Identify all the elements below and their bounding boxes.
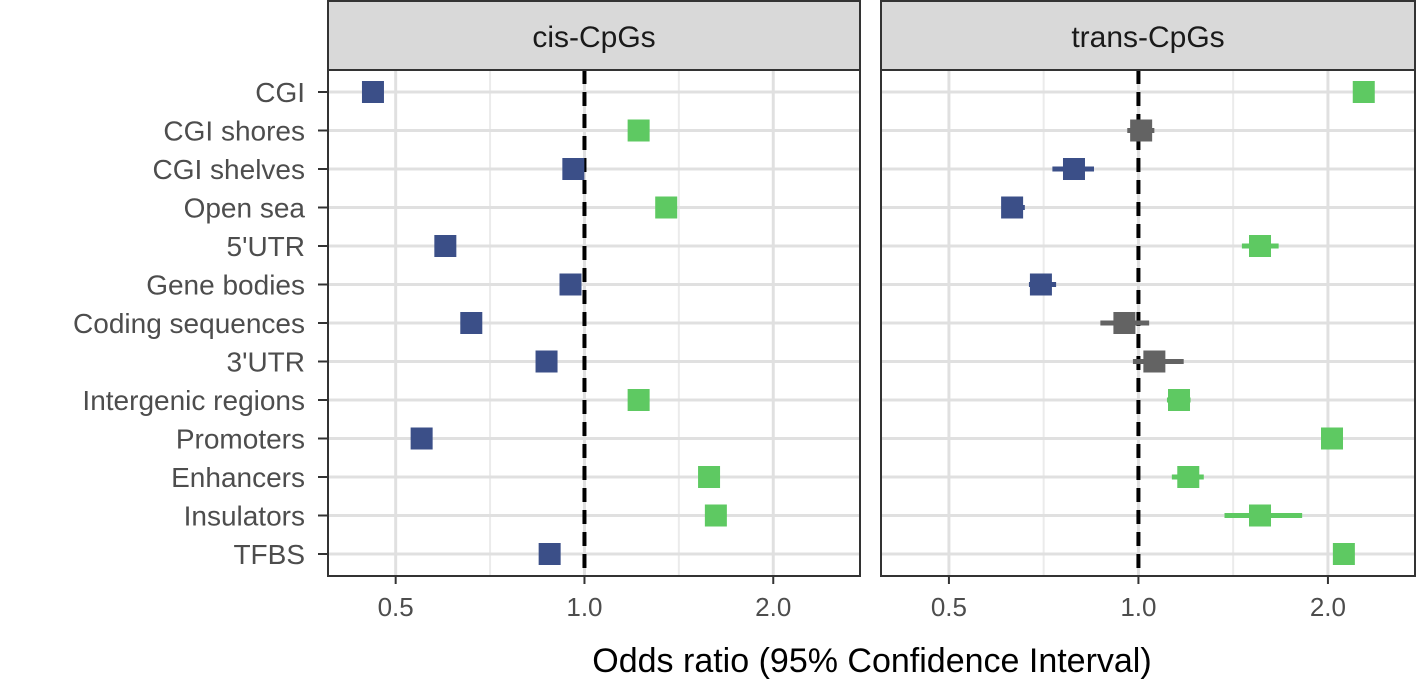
strip-background bbox=[880, 0, 1416, 71]
point-marker bbox=[1143, 350, 1166, 373]
point-marker bbox=[655, 196, 678, 219]
point-marker bbox=[562, 158, 585, 180]
point-marker bbox=[1130, 119, 1153, 142]
point-marker bbox=[538, 543, 561, 565]
point-marker bbox=[704, 504, 727, 527]
point-marker bbox=[559, 273, 582, 296]
point-marker bbox=[627, 389, 650, 411]
panel-marks bbox=[361, 81, 727, 565]
x-axis-ticks: 0.5 1.0 2.0 bbox=[931, 576, 1346, 622]
point-marker bbox=[410, 427, 433, 450]
x-tick-label: 1.0 bbox=[1120, 592, 1156, 622]
y-tick-label: TFBS bbox=[233, 539, 305, 570]
point-marker bbox=[1001, 196, 1024, 219]
point-marker bbox=[535, 350, 558, 373]
point-marker bbox=[627, 119, 650, 142]
point-marker bbox=[1168, 389, 1191, 411]
point-marker bbox=[1062, 158, 1085, 180]
point-marker bbox=[1352, 81, 1375, 103]
y-tick-label: Coding sequences bbox=[73, 308, 305, 339]
y-tick-label: Promoters bbox=[176, 424, 305, 455]
point-marker bbox=[1249, 235, 1272, 257]
strip-background bbox=[327, 0, 861, 71]
point-marker bbox=[1332, 543, 1355, 565]
y-tick-label: 3'UTR bbox=[227, 347, 305, 378]
point-marker bbox=[434, 235, 457, 257]
panel-grid bbox=[881, 70, 1415, 576]
y-tick-label: 5'UTR bbox=[227, 231, 305, 262]
y-tick-label: CGI shores bbox=[163, 116, 305, 147]
y-axis-labels: CGI CGI shores CGI shelves Open sea 5'UTR Gen… bbox=[73, 77, 328, 570]
strip-label: cis-CpGs bbox=[532, 21, 655, 54]
point-marker bbox=[1113, 312, 1136, 334]
y-tick-label: Gene bodies bbox=[146, 270, 305, 301]
point-marker bbox=[1029, 273, 1052, 296]
point-marker bbox=[1249, 504, 1272, 527]
y-tick-label: Open sea bbox=[184, 193, 306, 224]
point-marker bbox=[1177, 466, 1200, 488]
point-marker bbox=[698, 466, 721, 488]
x-tick-label: 0.5 bbox=[378, 592, 414, 622]
y-tick-label: CGI shelves bbox=[153, 154, 306, 185]
x-axis-ticks: 0.5 1.0 2.0 bbox=[378, 576, 791, 622]
panel-marks bbox=[1001, 81, 1375, 565]
x-tick-label: 0.5 bbox=[931, 592, 967, 622]
y-tick-label: CGI bbox=[255, 77, 305, 108]
y-tick-label: Enhancers bbox=[171, 462, 305, 493]
panel-trans-cpgs: trans-CpGs 0.5 1.0 2.0 bbox=[880, 0, 1416, 622]
point-marker bbox=[460, 312, 483, 334]
x-tick-label: 2.0 bbox=[1310, 592, 1346, 622]
panel-cis-cpgs: cis-CpGs 0.5 1.0 2.0 bbox=[327, 0, 861, 622]
point-marker bbox=[1321, 427, 1344, 450]
y-tick-label: Intergenic regions bbox=[82, 385, 305, 416]
panel-grid bbox=[328, 70, 860, 576]
y-tick-label: Insulators bbox=[184, 501, 305, 532]
strip-label: trans-CpGs bbox=[1071, 21, 1224, 54]
x-axis-title: Odds ratio (95% Confidence Interval) bbox=[592, 642, 1151, 680]
x-tick-label: 1.0 bbox=[566, 592, 602, 622]
x-tick-label: 2.0 bbox=[755, 592, 791, 622]
point-marker bbox=[361, 81, 384, 103]
